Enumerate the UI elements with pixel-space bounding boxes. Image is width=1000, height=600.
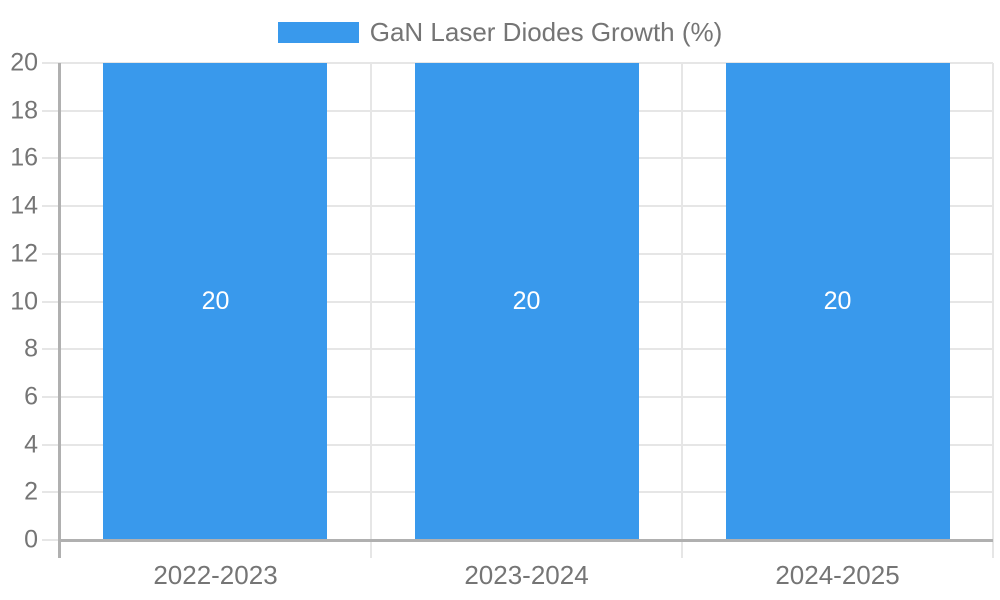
legend-item[interactable]: GaN Laser Diodes Growth (%) xyxy=(277,16,723,47)
y-axis-line xyxy=(58,63,61,558)
x-axis-tick-labels: 2022-2023 2023-2024 2024-2025 xyxy=(60,558,993,594)
x-tick-label: 2022-2023 xyxy=(153,560,278,590)
x-gridline xyxy=(992,63,994,558)
y-tick-label: 6 xyxy=(24,382,38,411)
y-tick-label: 18 xyxy=(10,96,38,125)
x-tick-label: 2023-2024 xyxy=(464,560,589,590)
y-tick-label: 20 xyxy=(10,48,38,77)
x-tick-label: 2024-2025 xyxy=(775,560,900,590)
x-gridline xyxy=(369,63,372,558)
y-tick-label: 2 xyxy=(24,477,38,506)
y-tick-label: 8 xyxy=(24,334,38,363)
x-gridline xyxy=(680,63,683,558)
legend-label: GaN Laser Diodes Growth (%) xyxy=(369,16,723,47)
y-tick-label: 14 xyxy=(10,191,38,220)
bar-value-label: 20 xyxy=(201,287,230,315)
bar[interactable]: 20 xyxy=(414,63,639,540)
y-tick-label: 0 xyxy=(24,525,38,554)
y-tick-label: 4 xyxy=(24,430,38,459)
bars-layer: 20 20 20 xyxy=(60,63,993,540)
bar-value-label: 20 xyxy=(823,287,852,315)
bar[interactable]: 20 xyxy=(103,63,328,540)
y-tick-label: 12 xyxy=(10,239,38,268)
legend-swatch-icon xyxy=(277,21,359,43)
legend: GaN Laser Diodes Growth (%) xyxy=(0,8,1000,56)
y-tick-label: 10 xyxy=(10,287,38,315)
bar-value-label: 20 xyxy=(512,287,541,315)
y-axis-tick-labels: 0 2 4 6 8 10 12 14 16 18 20 xyxy=(0,50,40,552)
x-axis-line xyxy=(60,539,993,542)
y-tick-label: 16 xyxy=(10,143,38,172)
bar[interactable]: 20 xyxy=(725,63,950,540)
plot-area: 20 20 20 xyxy=(42,62,994,558)
